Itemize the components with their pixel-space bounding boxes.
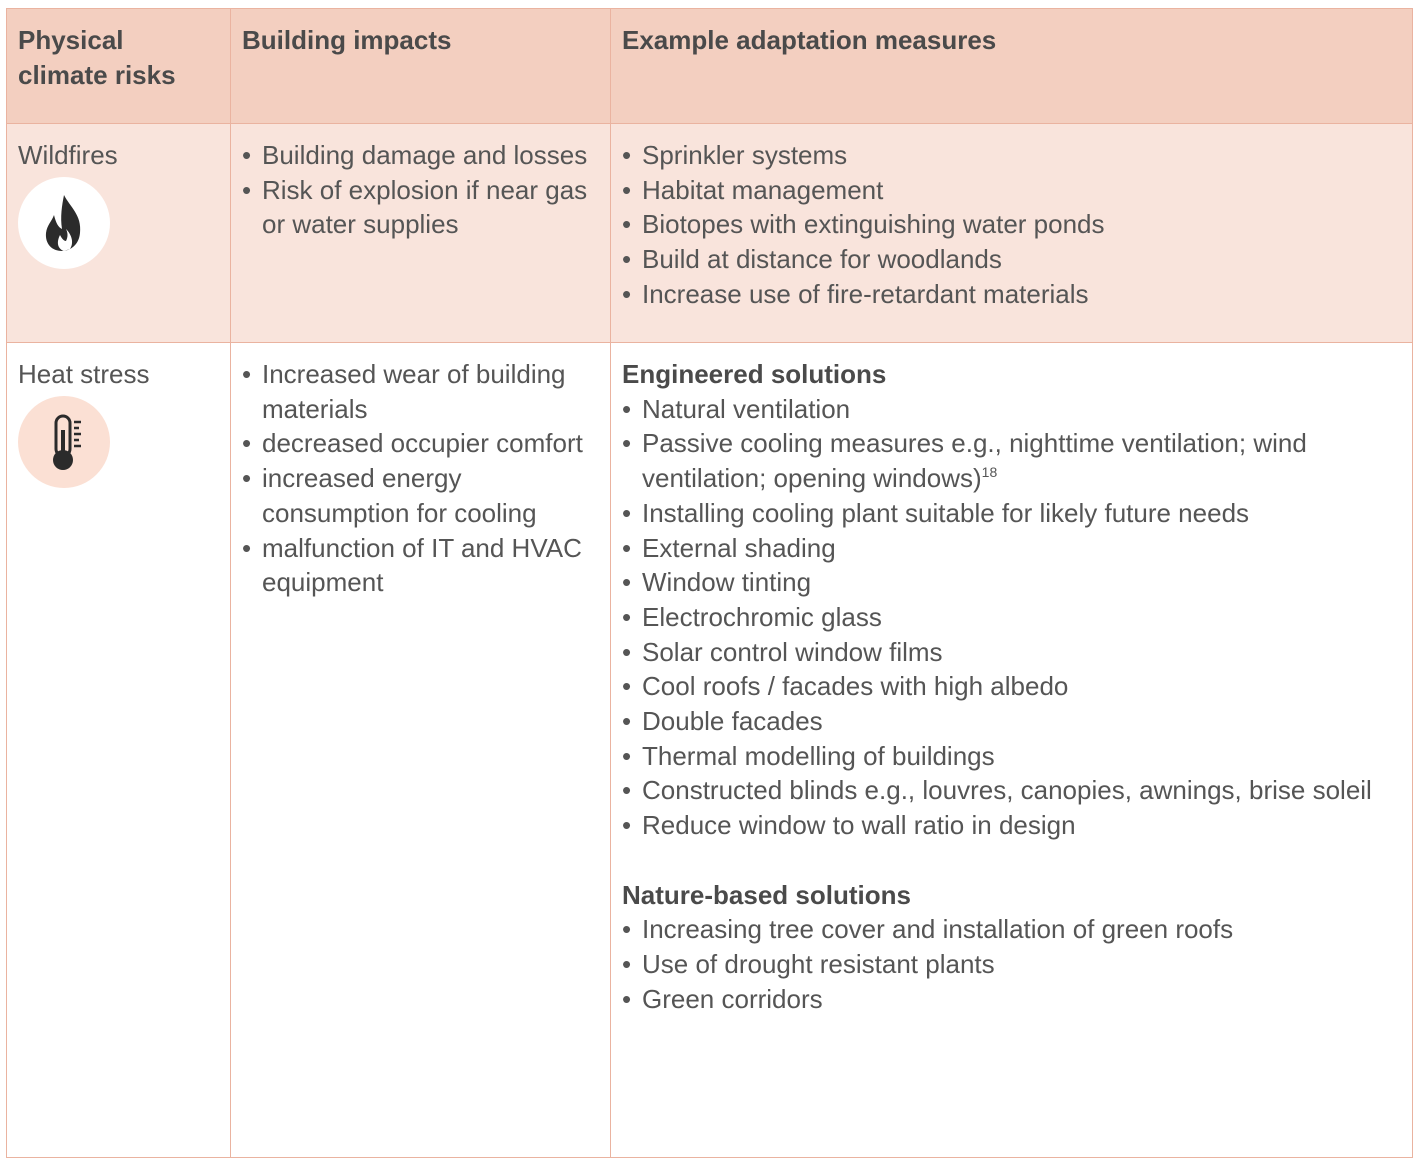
bullet-item: increased energy consumption for cooling bbox=[242, 461, 600, 530]
bullet-item: Increased wear of building materials bbox=[242, 357, 600, 426]
bullet-item: Installing cooling plant suitable for li… bbox=[622, 496, 1402, 531]
bullet-item: Thermal modelling of buildings bbox=[622, 739, 1402, 774]
header-row: Physical climate risks Building impacts Ex… bbox=[6, 8, 1413, 124]
bullet-item: Reduce window to wall ratio in design bbox=[622, 808, 1402, 843]
risk-name: Heat stress bbox=[18, 359, 150, 389]
column-header: Building impacts bbox=[230, 8, 611, 124]
page: Physical climate risks Building impacts Ex… bbox=[6, 8, 1413, 1158]
heat-icon bbox=[18, 395, 110, 488]
bullet-list: Increased wear of building materialsdecr… bbox=[242, 357, 600, 600]
bullet-item: Double facades bbox=[622, 704, 1402, 739]
measure-section: Nature-based solutionsIncreasing tree co… bbox=[622, 878, 1402, 1017]
bullet-item: Window tinting bbox=[622, 565, 1402, 600]
risk-table: Physical climate risks Building impacts Ex… bbox=[6, 8, 1413, 1158]
bullet-item: Risk of explosion if near gas or water s… bbox=[242, 173, 600, 242]
column-header: Example adaptation measures bbox=[610, 8, 1413, 124]
bullet-list: Increasing tree cover and installation o… bbox=[622, 912, 1402, 1016]
bullet-list: Sprinkler systemsHabitat managementBioto… bbox=[622, 138, 1402, 312]
bullet-item: External shading bbox=[622, 531, 1402, 566]
wildfire-icon bbox=[18, 176, 110, 269]
bullet-list: Natural ventilationPassive cooling measu… bbox=[622, 392, 1402, 843]
table-body: Wildfires Building damage and lossesRisk … bbox=[6, 123, 1413, 1158]
section-heading: Nature-based solutions bbox=[622, 879, 911, 910]
bullet-item: Building damage and losses bbox=[242, 138, 600, 173]
bullet-list: Building damage and lossesRisk of explos… bbox=[242, 138, 600, 242]
column-header: Physical climate risks bbox=[6, 8, 231, 124]
bullet-item: Electrochromic glass bbox=[622, 600, 1402, 635]
measure-section: Engineered solutionsNatural ventilationP… bbox=[622, 357, 1402, 843]
bullet-item: decreased occupier comfort bbox=[242, 426, 600, 461]
bullet-text: Passive cooling measures e.g., nighttime… bbox=[642, 428, 1307, 494]
bullet-item: Constructed blinds e.g., louvres, canopi… bbox=[622, 773, 1402, 808]
bullet-item: Biotopes with extinguishing water ponds bbox=[622, 207, 1402, 242]
bullet-item: Solar control window films bbox=[622, 635, 1402, 670]
bullet-item: Build at distance for woodlands bbox=[622, 242, 1402, 277]
impacts-cell: Increased wear of building materialsdecr… bbox=[230, 342, 611, 1158]
table-row: Wildfires Building damage and lossesRisk … bbox=[6, 123, 1413, 343]
measures-cell: Engineered solutionsNatural ventilationP… bbox=[610, 342, 1413, 1158]
bullet-item: Green corridors bbox=[622, 982, 1402, 1017]
bullet-item: Natural ventilation bbox=[622, 392, 1402, 427]
bullet-item: Habitat management bbox=[622, 173, 1402, 208]
footnote-ref: 18 bbox=[981, 464, 998, 481]
bullet-item: Use of drought resistant plants bbox=[622, 947, 1402, 982]
table-row: Heat stress Increased wear of building ma… bbox=[6, 342, 1413, 1158]
risk-name: Wildfires bbox=[18, 140, 118, 170]
bullet-item: Cool roofs / facades with high albedo bbox=[622, 669, 1402, 704]
measures-cell: Sprinkler systemsHabitat managementBioto… bbox=[610, 123, 1413, 343]
bullet-item: malfunction of IT and HVAC equipment bbox=[242, 531, 600, 600]
impacts-cell: Building damage and lossesRisk of explos… bbox=[230, 123, 611, 343]
bullet-item: Sprinkler systems bbox=[622, 138, 1402, 173]
bullet-item: Increase use of fire-retardant materials bbox=[622, 277, 1402, 312]
bullet-item: Passive cooling measures e.g., nighttime… bbox=[622, 426, 1402, 495]
bullet-item: Increasing tree cover and installation o… bbox=[622, 912, 1402, 947]
measure-section: Sprinkler systemsHabitat managementBioto… bbox=[622, 138, 1402, 312]
risk-cell: Heat stress bbox=[6, 342, 231, 1158]
risk-cell: Wildfires bbox=[6, 123, 231, 343]
section-heading: Engineered solutions bbox=[622, 359, 887, 389]
